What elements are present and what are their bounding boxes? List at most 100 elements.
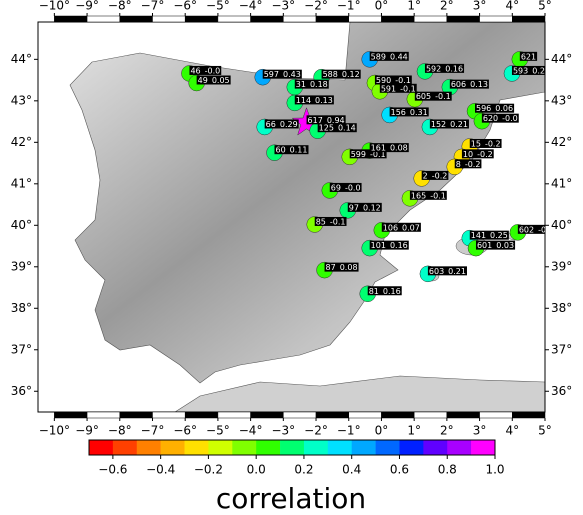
- y-tick-label: 39°: [11, 259, 32, 273]
- station-label-bg: [475, 103, 515, 113]
- frame-band: [184, 15, 219, 23]
- station-id: 621: [521, 52, 536, 61]
- station-value: -0.1: [400, 84, 416, 93]
- station-label: 60 0.11: [274, 145, 309, 155]
- station-label-text: 69 -0.0: [331, 183, 361, 192]
- station-label-bg: [294, 95, 334, 105]
- station-id: 606: [451, 80, 466, 89]
- station-id: 46: [190, 66, 200, 75]
- station-label-text: 597 0.43: [264, 70, 301, 79]
- frame-band: [512, 411, 546, 419]
- station-value: 0.13: [315, 95, 333, 104]
- station-value: -0.2: [432, 171, 448, 180]
- y-tick-label: 42°: [11, 135, 32, 149]
- station-id: 114: [296, 95, 311, 104]
- x-tick-label: 5°: [538, 0, 552, 13]
- x-tick-label: −9°: [75, 424, 99, 438]
- station-label-text: 590 -0.1: [376, 75, 411, 84]
- station-id: 588: [323, 70, 338, 79]
- station-label-text: 85 -0.1: [316, 217, 346, 226]
- colorbar-tick-label: 1.0: [485, 463, 504, 477]
- station-label-text: 2 -0.2: [423, 171, 448, 180]
- y-tick-label: 41°: [551, 176, 572, 190]
- station-value: 0.31: [410, 107, 428, 116]
- y-tick-label: 39°: [551, 259, 572, 273]
- colorbar-swatch: [399, 440, 424, 455]
- station-label-text: 602 -0.0: [519, 225, 554, 234]
- station-label-text: 60 0.11: [275, 145, 307, 154]
- station-label-bg: [469, 230, 509, 240]
- frame-band: [381, 15, 415, 23]
- station-id: 101: [371, 241, 386, 250]
- station-value: 0.08: [390, 143, 408, 152]
- station-label-text: 156 0.31: [391, 107, 428, 116]
- x-tick-label: 0°: [375, 0, 389, 13]
- station-value: 0.13: [470, 80, 488, 89]
- station-label: 49 0.05: [196, 75, 231, 85]
- station-value: -0.2: [477, 149, 493, 158]
- station-id: 603: [429, 266, 444, 275]
- frame-band: [152, 411, 186, 419]
- x-tick-label: 0°: [375, 424, 389, 438]
- station-id: 617: [308, 115, 323, 124]
- station-label: 165 -0.1: [409, 190, 447, 200]
- station-id: 592: [426, 64, 441, 73]
- station-label-text: 589 0.44: [371, 52, 408, 61]
- x-tick-label: 4°: [505, 424, 519, 438]
- station-id: 599: [351, 149, 366, 158]
- station-id: 85: [316, 217, 326, 226]
- frame-band: [315, 15, 349, 23]
- x-tick-label: −7°: [141, 0, 165, 13]
- station-id: 69: [331, 183, 341, 192]
- station-value: -0.1: [430, 191, 446, 200]
- station-label-text: 603 0.21: [429, 266, 466, 275]
- station-label: 593 0.23: [511, 65, 550, 75]
- station-label-bg: [461, 149, 494, 159]
- station-label-text: 593 0.23: [513, 66, 550, 75]
- station-label-bg: [427, 266, 467, 276]
- y-tick-label: 44°: [11, 52, 32, 66]
- station-label: 588 0.12: [321, 69, 361, 79]
- y-tick-label: 42°: [551, 135, 572, 149]
- x-tick-label: −10°: [39, 424, 70, 438]
- station-id: 87: [326, 263, 336, 272]
- station-label-bg: [369, 51, 409, 61]
- station-id: 605: [416, 92, 431, 101]
- frame-band: [381, 411, 415, 419]
- land-africa: [174, 375, 545, 412]
- y-tick-label: 38°: [551, 301, 572, 315]
- colorbar-swatch: [471, 440, 496, 455]
- station-value: 0.03: [496, 241, 514, 250]
- station-label-text: 165 -0.1: [411, 191, 446, 200]
- station-label: 141 0.25: [469, 230, 509, 240]
- station-label-text: 49 0.05: [198, 75, 230, 84]
- station-label-text: 599 -0.1: [351, 149, 386, 158]
- colorbar-tick-label: 0.4: [342, 463, 361, 477]
- station-label-bg: [475, 240, 516, 250]
- frame-band: [413, 411, 448, 419]
- station-label: 601 0.03: [475, 240, 516, 250]
- station-label-bg: [454, 159, 482, 169]
- station-label: 8 -0.2: [454, 159, 482, 169]
- station-label: 617 0.94: [306, 115, 346, 125]
- y-tick-label: 41°: [11, 176, 32, 190]
- station-value: 0.12: [342, 70, 360, 79]
- station-label-text: 621: [521, 52, 536, 61]
- station-label-bg: [274, 145, 309, 155]
- station-value: -0.2: [465, 159, 481, 168]
- colorbar-swatch: [232, 440, 257, 455]
- station-label-text: 605 -0.1: [416, 92, 451, 101]
- x-tick-label: 1°: [407, 0, 421, 13]
- frame-band: [250, 15, 284, 23]
- frame-band: [217, 411, 251, 419]
- station-label: 69 -0.0: [329, 182, 362, 192]
- station-id: 15: [471, 139, 481, 148]
- x-tick-label: −3°: [271, 0, 295, 13]
- station-label-bg: [317, 123, 357, 133]
- station-label: 125 0.14: [317, 123, 357, 133]
- station-label-text: 8 -0.2: [456, 159, 481, 168]
- station-label-text: 591 -0.1: [381, 84, 416, 93]
- station-label: 603 0.21: [427, 266, 467, 276]
- station-label-bg: [519, 51, 538, 61]
